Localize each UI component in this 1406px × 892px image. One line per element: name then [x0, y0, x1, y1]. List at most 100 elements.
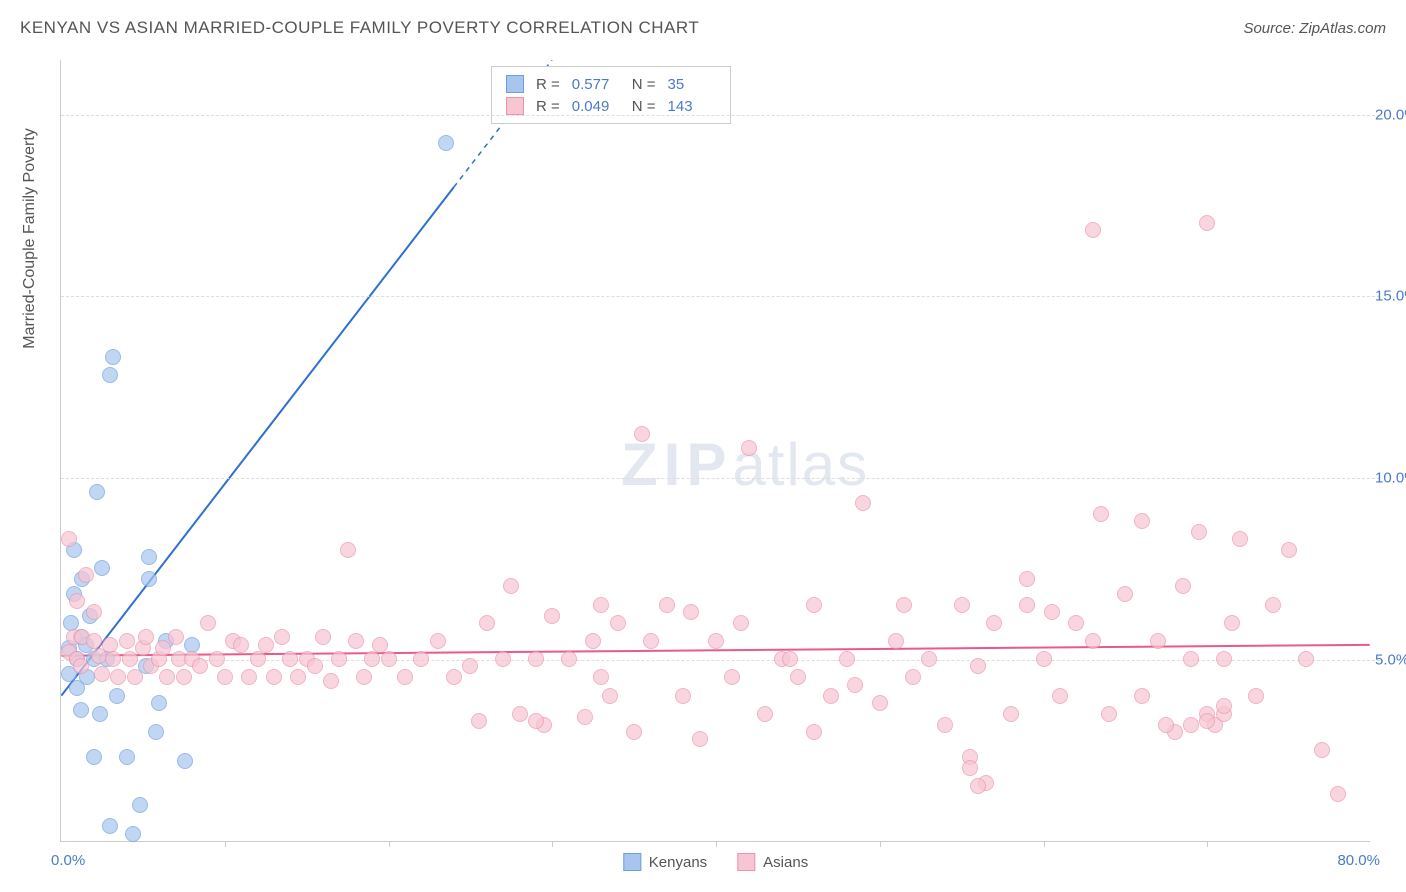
scatter-point: [626, 724, 642, 740]
legend-r-value: 0.577: [572, 76, 620, 93]
scatter-point: [73, 658, 89, 674]
y-tick-label: 15.0%: [1375, 288, 1406, 305]
scatter-point: [692, 731, 708, 747]
scatter-point: [109, 688, 125, 704]
scatter-point: [954, 597, 970, 613]
scatter-point: [102, 367, 118, 383]
scatter-point: [364, 651, 380, 667]
scatter-point: [782, 651, 798, 667]
scatter-point: [397, 669, 413, 685]
x-tick: [389, 841, 390, 847]
scatter-point: [89, 484, 105, 500]
scatter-point: [839, 651, 855, 667]
scatter-point: [356, 669, 372, 685]
scatter-point: [585, 633, 601, 649]
scatter-point: [372, 637, 388, 653]
scatter-point: [1101, 706, 1117, 722]
gridline-h: [61, 478, 1380, 479]
scatter-point: [1068, 615, 1084, 631]
scatter-point: [1199, 215, 1215, 231]
gridline-h: [61, 296, 1380, 297]
scatter-point: [122, 651, 138, 667]
scatter-point: [348, 633, 364, 649]
scatter-point: [593, 669, 609, 685]
scatter-point: [119, 633, 135, 649]
scatter-point: [446, 669, 462, 685]
scatter-point: [561, 651, 577, 667]
scatter-point: [986, 615, 1002, 631]
scatter-point: [1191, 524, 1207, 540]
scatter-point: [1052, 688, 1068, 704]
scatter-point: [63, 615, 79, 631]
scatter-point: [1281, 542, 1297, 558]
scatter-point: [544, 608, 560, 624]
scatter-point: [512, 706, 528, 722]
scatter-point: [683, 604, 699, 620]
scatter-point: [528, 713, 544, 729]
scatter-point: [733, 615, 749, 631]
scatter-point: [266, 669, 282, 685]
scatter-point: [209, 651, 225, 667]
scatter-point: [250, 651, 266, 667]
scatter-point: [855, 495, 871, 511]
scatter-point: [105, 651, 121, 667]
scatter-point: [970, 778, 986, 794]
legend-swatch: [737, 853, 755, 871]
scatter-point: [323, 673, 339, 689]
scatter-point: [217, 669, 233, 685]
series-legend-label: Asians: [763, 854, 808, 871]
x-tick: [1044, 841, 1045, 847]
y-tick-label: 20.0%: [1375, 106, 1406, 123]
x-axis-min-label: 0.0%: [51, 852, 85, 869]
scatter-point: [1314, 742, 1330, 758]
scatter-point: [102, 818, 118, 834]
scatter-point: [1330, 786, 1346, 802]
scatter-point: [132, 797, 148, 813]
scatter-point: [937, 717, 953, 733]
scatter-point: [241, 669, 257, 685]
scatter-point: [577, 709, 593, 725]
scatter-point: [1044, 604, 1060, 620]
legend-r-label: R =: [532, 76, 564, 93]
scatter-point: [1298, 651, 1314, 667]
scatter-point: [806, 724, 822, 740]
scatter-point: [847, 677, 863, 693]
scatter-point: [94, 666, 110, 682]
scatter-point: [315, 629, 331, 645]
scatter-point: [127, 669, 143, 685]
scatter-point: [495, 651, 511, 667]
scatter-point: [790, 669, 806, 685]
scatter-point: [177, 753, 193, 769]
gridline-h: [61, 115, 1380, 116]
scatter-point: [1158, 717, 1174, 733]
scatter-point: [970, 658, 986, 674]
x-tick: [716, 841, 717, 847]
legend-swatch: [623, 853, 641, 871]
scatter-point: [148, 724, 164, 740]
scatter-point: [921, 651, 937, 667]
x-axis-max-label: 80.0%: [1337, 852, 1380, 869]
scatter-point: [462, 658, 478, 674]
scatter-point: [1003, 706, 1019, 722]
scatter-point: [724, 669, 740, 685]
scatter-point: [110, 669, 126, 685]
scatter-point: [438, 135, 454, 151]
scatter-point: [233, 637, 249, 653]
scatter-point: [1093, 506, 1109, 522]
scatter-point: [151, 695, 167, 711]
legend-r-value: 0.049: [572, 98, 620, 115]
scatter-point: [1199, 713, 1215, 729]
scatter-point: [806, 597, 822, 613]
scatter-point: [78, 567, 94, 583]
legend-n-value: 35: [668, 76, 716, 93]
scatter-point: [138, 629, 154, 645]
scatter-point: [1216, 651, 1232, 667]
scatter-point: [258, 637, 274, 653]
scatter-point: [528, 651, 544, 667]
scatter-point: [200, 615, 216, 631]
source-attribution: Source: ZipAtlas.com: [1243, 20, 1386, 37]
scatter-point: [1175, 578, 1191, 594]
legend-row: R =0.577N =35: [506, 73, 716, 95]
x-tick: [552, 841, 553, 847]
scatter-point: [479, 615, 495, 631]
